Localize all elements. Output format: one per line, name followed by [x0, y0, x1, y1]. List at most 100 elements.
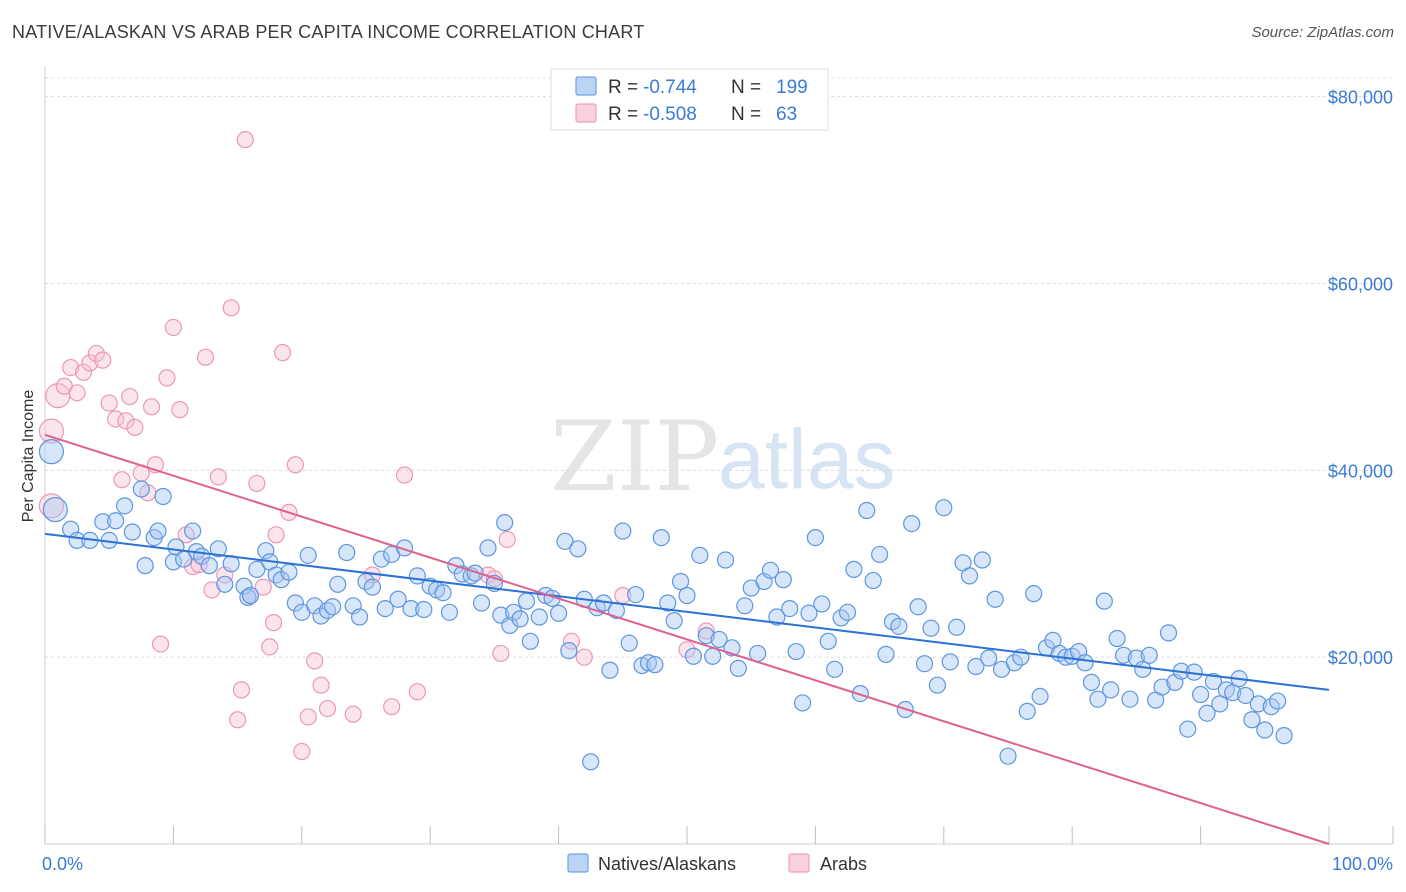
arabs-point	[171, 401, 189, 419]
natives-point	[549, 604, 568, 622]
natives-point	[1159, 624, 1178, 642]
natives-point	[521, 632, 539, 650]
natives-point	[1102, 681, 1120, 699]
y-tick-label: $20,000	[1328, 648, 1393, 668]
arabs-point	[264, 614, 283, 632]
correlation-legend: R = -0.744 N = 199 R = -0.508 N = 63	[550, 68, 829, 131]
arabs-point	[273, 344, 292, 362]
natives-point	[123, 523, 141, 541]
natives-point	[116, 497, 134, 515]
chart-title: NATIVE/ALASKAN VS ARAB PER CAPITA INCOME…	[12, 22, 645, 42]
natives-point	[280, 563, 298, 581]
natives-point	[691, 546, 709, 564]
natives-point	[94, 513, 112, 531]
arabs-point	[222, 299, 240, 317]
natives-point	[819, 632, 837, 650]
natives-point	[935, 499, 953, 517]
natives-point	[1211, 695, 1229, 713]
arabs-point	[113, 471, 131, 489]
arabs-point	[121, 387, 139, 406]
natives-point	[915, 655, 934, 673]
natives-point	[614, 522, 632, 540]
watermark: ZIP atlas	[550, 401, 895, 513]
natives-point	[164, 553, 182, 571]
arabs-point	[232, 681, 251, 699]
natives-point	[620, 634, 638, 652]
arabs-point	[94, 351, 112, 369]
natives-point	[716, 551, 735, 569]
natives-point	[376, 599, 394, 618]
natives-point	[569, 540, 587, 558]
natives-point	[1025, 585, 1043, 603]
natives-point	[200, 557, 218, 575]
legend-n-label-1: N =	[731, 77, 761, 98]
natives-point	[257, 542, 275, 560]
natives-point	[517, 592, 536, 610]
natives-point	[903, 514, 921, 533]
natives-point	[267, 566, 285, 584]
natives-point	[928, 676, 946, 694]
natives-point	[851, 685, 869, 703]
natives-point	[1031, 687, 1049, 706]
arabs-point	[408, 683, 426, 701]
arabs-point	[164, 318, 182, 337]
arabs-point	[697, 622, 715, 640]
arabs-point	[286, 456, 304, 474]
natives-point	[671, 572, 690, 591]
arabs-point	[100, 394, 118, 412]
natives-point	[781, 599, 799, 618]
natives-point	[299, 546, 317, 564]
natives-point	[1095, 592, 1113, 610]
arabs-point	[236, 131, 254, 149]
natives-point	[800, 604, 818, 622]
natives-point	[864, 571, 882, 590]
arabs-point	[299, 708, 317, 726]
natives-point	[1243, 711, 1261, 729]
natives-point	[922, 619, 940, 637]
natives-point	[793, 694, 812, 712]
natives-point	[980, 649, 998, 667]
arabs-point	[74, 363, 93, 381]
arabs-point	[196, 348, 215, 366]
natives-point	[761, 561, 780, 579]
natives-point	[1236, 686, 1255, 705]
arabs-point	[267, 526, 285, 544]
natives-point	[1179, 720, 1197, 738]
y-tick-label: $60,000	[1328, 275, 1393, 295]
natives-point	[1198, 704, 1216, 722]
natives-point	[1082, 673, 1101, 691]
y-tick-label: $80,000	[1328, 88, 1393, 108]
arabs-point	[293, 742, 311, 761]
natives-point	[472, 594, 491, 612]
natives-point	[749, 644, 767, 663]
natives-point	[652, 528, 670, 547]
natives-point	[408, 567, 426, 585]
y-axis-label: Per Capita Income	[20, 390, 37, 523]
natives-point	[1256, 721, 1274, 739]
natives-point	[870, 545, 889, 564]
arabs-trend-line	[44, 433, 1330, 845]
natives-point	[1134, 660, 1152, 678]
natives-point	[1089, 690, 1107, 708]
natives-point	[1275, 727, 1293, 745]
arabs-point	[248, 474, 266, 493]
arabs-point	[575, 648, 593, 666]
natives-point	[973, 551, 991, 569]
natives-point	[216, 575, 234, 593]
natives-point	[286, 594, 304, 612]
natives-point	[1018, 702, 1036, 720]
natives-point	[466, 564, 484, 582]
natives-point	[530, 608, 548, 626]
natives-point	[736, 597, 754, 615]
natives-point	[241, 586, 260, 605]
arabs-point	[38, 493, 65, 519]
natives-point	[1269, 692, 1287, 710]
series-legend: Natives/Alaskans Arabs	[567, 853, 867, 874]
legend-arabs-swatch	[788, 853, 810, 873]
arabs-point	[344, 705, 362, 723]
legend-natives-label: Natives/Alaskans	[598, 854, 736, 874]
natives-point	[704, 647, 722, 665]
arabs-point	[318, 699, 337, 718]
natives-point	[402, 599, 420, 618]
